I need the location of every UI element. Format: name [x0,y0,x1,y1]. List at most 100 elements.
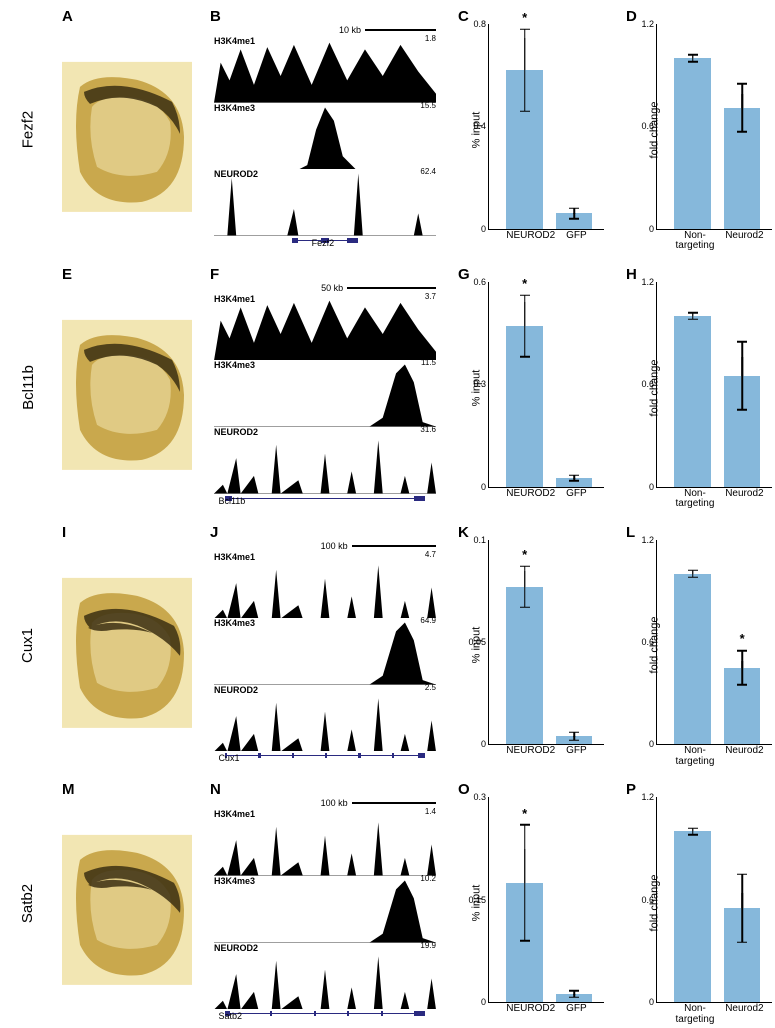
error-cap [688,576,698,578]
error-cap [737,650,747,652]
panel-letter: J [210,524,218,541]
scalebar-label: 100 kb [321,541,348,551]
y-tick-label: 0 [481,739,489,749]
panel-letter: N [210,781,221,798]
error-cap [688,570,698,572]
y-tick-label: 0.6 [473,277,489,287]
track-max: 15.5 [420,101,436,110]
gene-model-label: Fezf2 [312,238,335,248]
track-max: 2.5 [425,683,436,692]
ish-image [62,10,192,250]
error-cap [569,740,579,742]
panel-letter: A [62,8,73,25]
error-whisker [741,342,743,410]
tracks-panel: N100 kbH3K4me11.4H3K4me310.2NEUROD219.9S… [210,783,440,1023]
bar-chart: % input00.30.6*NEUROD2GFP [458,268,608,508]
y-tick-label: 1.2 [641,792,657,802]
error-cap [569,218,579,220]
tracks-panel: J100 kbH3K4me14.7H3K4me364.9NEUROD22.5Cu… [210,526,440,766]
gene-label-text: Satb2 [20,884,37,923]
x-tick-label: NEUROD2 [506,229,547,242]
gene-model: Satb2 [214,1009,436,1019]
ish-image [62,268,192,508]
plot-area: 00.61.2Non- targetingNeurod2 [656,797,772,1003]
tracks: 50 kbH3K4me13.7H3K4me311.5NEUROD231.6Bcl… [210,268,440,508]
track-label: NEUROD2 [214,943,258,953]
track-label: H3K4me1 [214,552,255,562]
y-tick-label: 0 [649,482,657,492]
track-label: H3K4me3 [214,360,255,370]
track-label: NEUROD2 [214,685,258,695]
track-label: H3K4me1 [214,36,255,46]
error-cap [737,942,747,944]
bar-fill [674,574,711,745]
error-cap [520,295,530,297]
scalebar-bar [352,802,436,804]
y-tick-label: 0.05 [468,637,489,647]
track-max: 10.2 [420,874,436,883]
gene-label: Bcl11b [12,268,44,508]
ish-panel: I [62,526,192,766]
track-row: H3K4me311.5 [214,360,436,427]
ish-panel: A [62,10,192,250]
scalebar: 10 kb [214,24,436,36]
track-max: 19.9 [420,941,436,950]
error-cap [520,356,530,358]
gene-model: Fezf2 [214,236,436,246]
x-tick-label: Neurod2 [724,229,765,242]
y-tick-label: 0 [649,997,657,1007]
tracks-panel: B 10 kbH3K4me11.8H3K4me315.5NEUROD262.4 Fe… [210,10,440,250]
track-label: H3K4me1 [214,294,255,304]
error-whisker [524,825,526,941]
track-max: 3.7 [425,292,436,301]
track-label: H3K4me3 [214,618,255,628]
track-row: H3K4me310.2 [214,876,436,943]
x-tick-label: NEUROD2 [506,487,547,500]
error-cap [737,131,747,133]
bar-chart-panel: Lfold change00.61.2Non- targeting*Neurod… [626,526,775,766]
bar-fill [674,58,711,229]
gene-label-text: Fezf2 [20,111,37,149]
bar-fill [674,831,711,1002]
track-row: H3K4me315.5 [214,103,436,170]
track-row: NEUROD262.4 [214,169,436,236]
gene-model-label: Satb2 [218,1011,242,1021]
error-cap [520,824,530,826]
bar-chart: fold change00.61.2Non- targetingNeurod2 [626,268,775,508]
track-row: H3K4me11.8 [214,36,436,103]
bar-fill [674,316,711,487]
bar [674,574,711,745]
bar-chart-panel: K% input00.050.1*NEUROD2GFP [458,526,608,766]
panel-letter: F [210,266,219,283]
bar [674,831,711,1002]
gene-label-text: Cux1 [20,628,37,663]
plot-area: 00.150.3*NEUROD2GFP [488,797,604,1003]
error-cap [688,61,698,63]
panel-letter: E [62,266,72,283]
gene-model: Bcl11b [214,494,436,504]
track-row: NEUROD2 2.5 [214,685,436,752]
exon [314,1011,316,1016]
bar [506,587,543,745]
gene-label-text: Bcl11b [20,365,37,410]
exon [392,753,394,758]
tracks: 10 kbH3K4me11.8H3K4me315.5NEUROD262.4 Fez… [210,10,440,250]
error-cap [569,731,579,733]
y-tick-label: 1.2 [641,19,657,29]
bar-chart-panel: Dfold change00.61.2Non- targetingNeurod2 [626,10,775,250]
tracks: 100 kbH3K4me14.7H3K4me364.9NEUROD22.5Cux… [210,526,440,766]
error-cap [688,312,698,314]
exon [358,753,360,758]
panel-letter: B [210,8,221,25]
error-whisker [524,566,526,607]
track-label: NEUROD2 [214,169,258,179]
error-cap [569,997,579,999]
track-row: NEUROD231.6 [214,427,436,494]
exon [414,1011,425,1016]
panel-letter: I [62,524,66,541]
gene-model-label: Bcl11b [218,496,245,506]
scalebar-label: 10 kb [339,25,361,35]
tracks: 100 kbH3K4me11.4H3K4me310.2NEUROD219.9Sa… [210,783,440,1023]
gene-model: Cux1 [214,751,436,761]
error-cap [520,110,530,112]
